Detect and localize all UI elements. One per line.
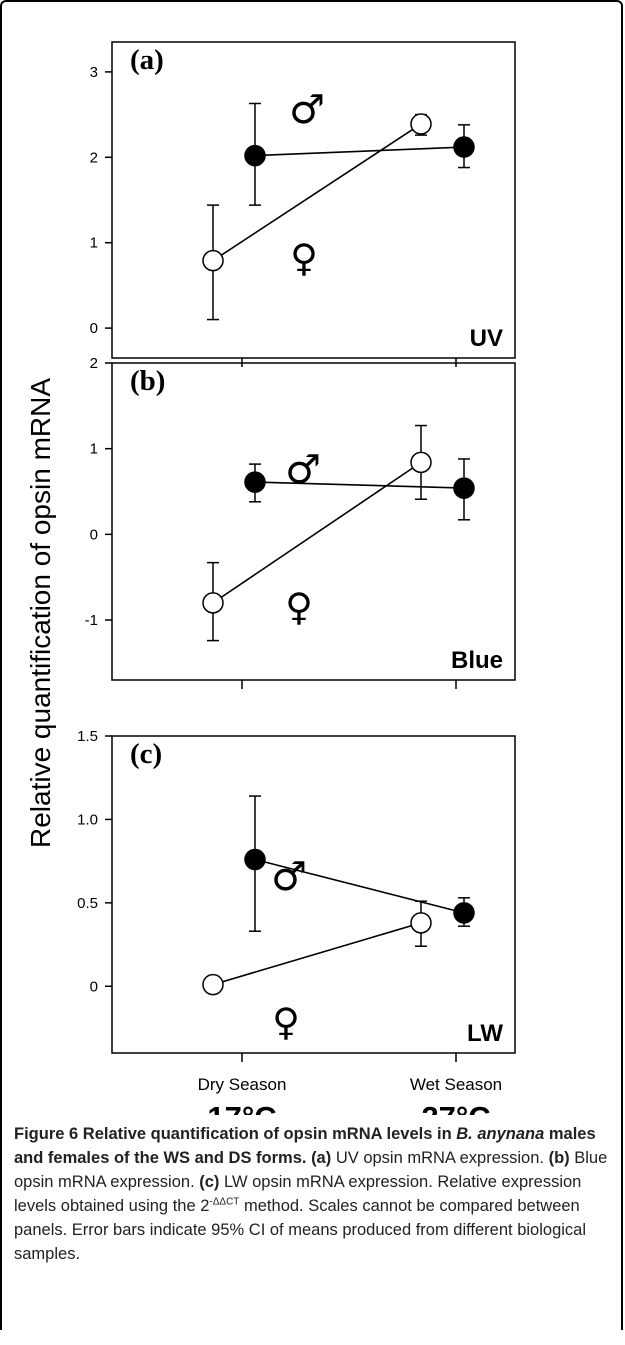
opsin-label: Blue xyxy=(451,647,503,674)
female-point xyxy=(410,451,432,474)
male-line xyxy=(254,146,465,157)
y-tick-label: 1.0 xyxy=(77,811,98,828)
female-point xyxy=(202,973,224,996)
plot-frame xyxy=(111,362,516,681)
caption-a-label: (a) xyxy=(311,1149,332,1167)
x-category-label: Wet Season xyxy=(410,1075,502,1094)
male-symbol: ♂ xyxy=(271,854,307,900)
opsin-expression-chart: Relative quantification of opsin mRNA 0 1… xyxy=(25,41,516,1115)
y-tick-label: 0 xyxy=(90,978,98,995)
female-point xyxy=(410,113,432,135)
panel-2: -1 0 1 2 (b) Blue ♂ ♀ xyxy=(85,355,516,689)
y-tick-label: 3 xyxy=(90,64,98,81)
male-point xyxy=(453,136,475,158)
x-axis: Dry Season Wet Season 17°C 27°C xyxy=(198,1075,503,1115)
x-category-label: Dry Season xyxy=(198,1075,287,1094)
male-point xyxy=(453,477,475,499)
figure-caption: Figure 6 Relative quantification of opsi… xyxy=(14,1122,609,1266)
opsin-label: LW xyxy=(467,1020,503,1047)
male-symbol: ♂ xyxy=(289,87,325,133)
caption-b-label: (b) xyxy=(548,1149,570,1167)
caption-b-text: Blue opsin mRNA expression. xyxy=(14,1149,608,1191)
caption-a-text: UV opsin mRNA expression. xyxy=(331,1149,549,1167)
panel-label: (a) xyxy=(130,44,164,76)
y-tick-label: 1 xyxy=(90,235,98,252)
male-series xyxy=(244,458,475,521)
caption-title-part2: males and females of the WS and DS forms… xyxy=(14,1125,596,1167)
y-tick-label: 0 xyxy=(90,320,98,337)
panel-label: (b) xyxy=(130,365,165,397)
panel-1: 0 1 2 3 (a) UV ♂ ♀ xyxy=(90,41,516,367)
chart-panels: 0 1 2 3 (a) UV ♂ ♀ -1 0 1 2 (b) Blue ♂ ♀ 0 0.5 1.0 1.5 (c) LW… xyxy=(77,41,516,1062)
female-line xyxy=(212,461,422,604)
female-line xyxy=(212,123,422,262)
male-point xyxy=(244,144,266,167)
opsin-label: UV xyxy=(470,325,503,352)
caption-title-species: B. anynana xyxy=(456,1125,545,1143)
caption-superscript: -ΔΔCT xyxy=(209,1196,240,1208)
female-series xyxy=(202,424,432,642)
panel-label: (c) xyxy=(130,738,162,770)
plot-frame xyxy=(111,41,516,359)
x-temperature-label: 27°C xyxy=(421,1100,490,1115)
caption-title-part1: Relative quantification of opsin mRNA le… xyxy=(82,1125,457,1143)
male-series xyxy=(244,795,475,932)
male-point xyxy=(453,902,475,924)
x-temperature-label: 17°C xyxy=(207,1100,276,1115)
caption-c-text: LW opsin mRNA expression. Relative expre… xyxy=(14,1173,582,1215)
male-symbol: ♂ xyxy=(285,447,321,493)
male-point xyxy=(244,848,266,871)
female-symbol: ♀ xyxy=(272,1000,300,1044)
y-tick-label: 1.5 xyxy=(77,728,98,745)
caption-rest: method. Scales cannot be compared betwee… xyxy=(14,1197,586,1263)
male-line xyxy=(254,481,465,489)
y-tick-label: 2 xyxy=(90,149,98,166)
y-tick-label: 0 xyxy=(90,526,98,543)
y-tick-label: -1 xyxy=(85,612,98,629)
female-point xyxy=(202,249,224,272)
y-tick-label: 0.5 xyxy=(77,895,98,912)
female-point xyxy=(202,592,224,614)
y-tick-label: 1 xyxy=(90,441,98,458)
panel-3: 0 0.5 1.0 1.5 (c) LW ♂ ♀ xyxy=(77,728,516,1062)
female-series xyxy=(202,113,432,321)
female-symbol: ♀ xyxy=(285,585,313,629)
y-axis-label: Relative quantification of opsin mRNA xyxy=(25,378,56,848)
male-line xyxy=(254,858,465,914)
caption-figure-label: Figure 6 xyxy=(14,1125,79,1143)
female-series xyxy=(202,900,432,996)
male-point xyxy=(244,471,266,493)
male-series xyxy=(244,102,475,206)
female-symbol: ♀ xyxy=(290,236,318,280)
y-tick-label: 2 xyxy=(90,355,98,372)
caption-c-label: (c) xyxy=(199,1173,220,1191)
plot-frame xyxy=(111,735,516,1054)
female-line xyxy=(212,922,422,986)
female-point xyxy=(410,912,432,934)
